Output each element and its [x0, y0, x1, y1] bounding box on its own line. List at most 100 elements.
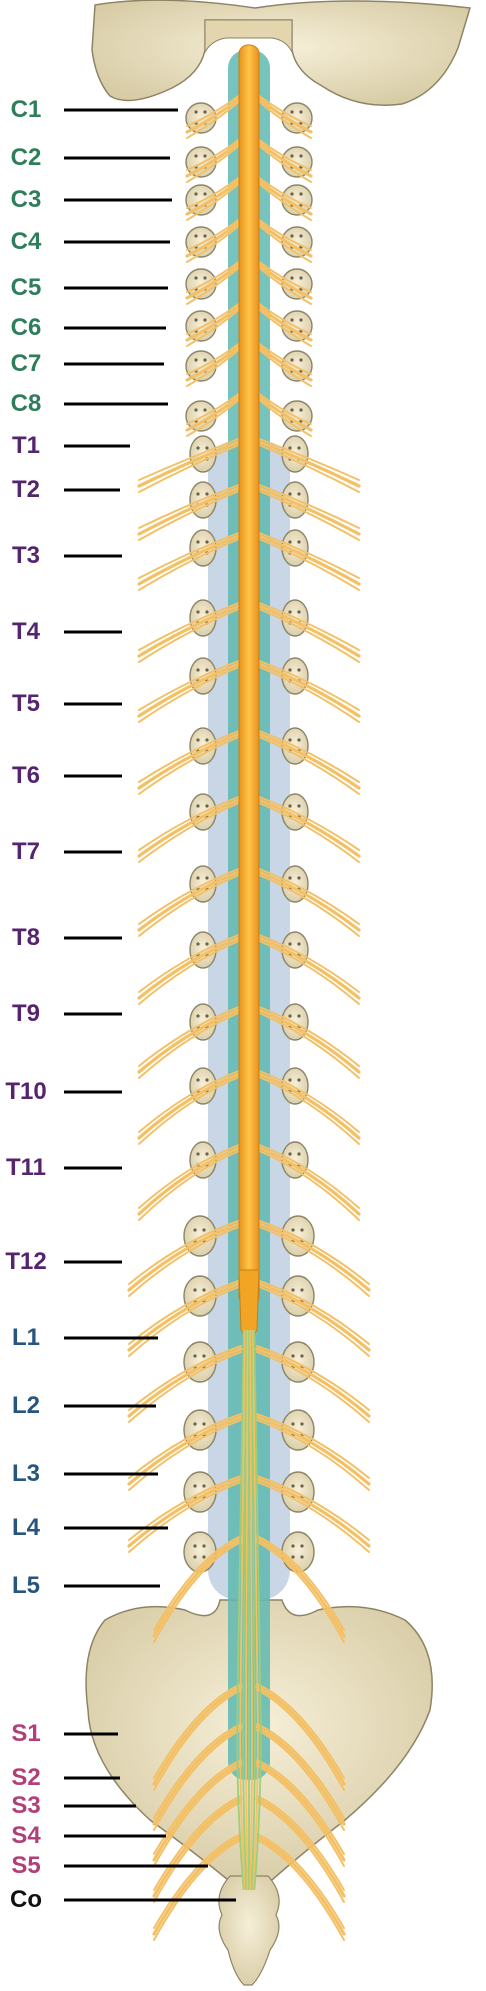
spinal-nerve-root-right — [256, 939, 360, 1005]
bone-pore — [288, 492, 292, 496]
bone-pore — [194, 192, 198, 196]
bone-pore — [205, 540, 209, 544]
spinal-nerve-root-left — [128, 1279, 242, 1345]
spinal-nerve-root-right — [256, 1729, 345, 1831]
bone-pore — [203, 408, 207, 412]
spinal-nerve-root-left — [186, 259, 242, 293]
cauda-equina-strand — [236, 1329, 245, 1891]
bone-pore — [202, 1484, 206, 1488]
spinal-nerve-root-right — [256, 795, 360, 851]
bone-pore — [194, 358, 198, 362]
spinal-nerve-root-left — [138, 801, 242, 863]
spinal-nerve-root-left — [138, 437, 242, 481]
spinal-nerve-root-left — [152, 1797, 243, 1898]
bone-pore — [288, 1078, 292, 1082]
spinal-nerve-root-left — [185, 219, 243, 258]
bone-pore — [297, 738, 301, 742]
leader-line-l3 — [64, 1472, 158, 1476]
spinal-nerve-root-right — [256, 1011, 360, 1079]
bone-pore — [297, 876, 301, 880]
spinal-nerve-root-left — [186, 181, 242, 221]
spinal-nerve-root-left — [138, 1005, 242, 1067]
bone-pore — [205, 804, 209, 808]
level-label-co: Co — [10, 1886, 42, 1913]
bone-pore — [193, 1288, 197, 1292]
spinal-nerve-root-left — [186, 265, 242, 305]
bone-pore — [194, 408, 198, 412]
spinal-nerve-root-left — [138, 531, 242, 579]
bone-pore — [205, 1014, 209, 1018]
leader-line-t8 — [64, 936, 122, 940]
spinal-nerve-root-left — [153, 1833, 242, 1929]
spinal-nerve-root-left — [185, 343, 243, 382]
bone-pore — [299, 192, 303, 196]
level-label-s5: S5 — [11, 1852, 41, 1879]
spinal-nerve-root-left — [153, 1795, 242, 1891]
leader-line-c4 — [64, 240, 170, 244]
bone-pore — [297, 610, 301, 614]
spinal-nerve-root-left — [128, 1219, 242, 1285]
bone-pore — [196, 942, 200, 946]
spinal-nerve-root-right — [256, 1225, 370, 1297]
spinal-nerve-root-left — [137, 485, 243, 536]
spinal-nerve-root-left — [128, 1475, 242, 1541]
spinal-nerve-root-right — [256, 1075, 360, 1145]
spinal-nerve-root-left — [137, 1145, 243, 1216]
spinal-nerve-root-left — [186, 143, 242, 183]
bone-pore — [196, 1078, 200, 1082]
spinal-nerve-root-left — [138, 933, 242, 993]
spinal-nerve-root-left — [185, 139, 243, 178]
spinal-nerve-root-left — [153, 1689, 242, 1791]
bone-pore — [202, 1228, 206, 1232]
spinal-nerve-root-right — [256, 1285, 370, 1357]
spinal-nerve-root-right — [256, 531, 360, 579]
bone-pore — [291, 1228, 295, 1232]
spinal-nerve-root-right — [256, 1219, 370, 1285]
spinal-nerve-root-right — [256, 175, 312, 209]
level-label-s1: S1 — [11, 1720, 41, 1747]
bone-pore — [194, 318, 198, 322]
bone-pore — [290, 318, 294, 322]
level-label-s4: S4 — [11, 1822, 41, 1849]
spinal-nerve-root-right — [255, 869, 361, 932]
spinal-nerve-root-right — [255, 797, 361, 858]
bone-pore — [193, 1228, 197, 1232]
bone-pore — [300, 1422, 304, 1426]
spinal-nerve-root-right — [256, 1535, 345, 1631]
bone-pore — [194, 276, 198, 280]
bone-pore — [194, 110, 198, 114]
spinal-nerve-root-right — [255, 303, 313, 342]
bone-pore — [297, 540, 301, 544]
spinal-nerve-root-right — [256, 143, 312, 183]
spinal-nerve-root-right — [255, 1797, 346, 1898]
bone-pore — [196, 540, 200, 544]
leader-line-c1 — [64, 108, 178, 112]
spinal-nerve-root-right — [255, 1007, 361, 1074]
bone-pore — [203, 154, 207, 158]
bone-pore — [205, 610, 209, 614]
spinal-nerve-root-right — [256, 801, 360, 863]
leader-line-s5 — [64, 1864, 208, 1868]
bone-pore — [288, 1152, 292, 1156]
level-label-l4: L4 — [11, 1514, 40, 1541]
spinal-nerve-root-left — [186, 347, 242, 387]
spinal-nerve-root-left — [153, 1765, 242, 1867]
spinal-nerve-root-left — [128, 1413, 242, 1479]
spinal-nerve-root-left — [138, 735, 242, 795]
bone-pore — [193, 1354, 197, 1358]
level-label-t12: T12 — [5, 1248, 47, 1275]
spinal-nerve-root-right — [256, 1149, 360, 1221]
spinal-nerve-root-right — [256, 1481, 370, 1553]
bone-pore — [288, 738, 292, 742]
spinal-nerve-root-left — [185, 303, 243, 342]
spinal-nerve-root-right — [256, 99, 312, 139]
bone-pore — [203, 192, 207, 196]
level-label-c6: C6 — [10, 314, 42, 341]
spinal-nerve-root-right — [255, 1835, 346, 1936]
spinal-nerve-root-left — [137, 439, 243, 488]
cauda-equina-strand — [242, 1329, 248, 1891]
spinal-nerve-root-left — [138, 867, 242, 925]
level-label-c2: C2 — [10, 144, 42, 171]
spinal-nerve-root-right — [255, 393, 313, 432]
spinal-nerve-root-right — [256, 483, 360, 529]
